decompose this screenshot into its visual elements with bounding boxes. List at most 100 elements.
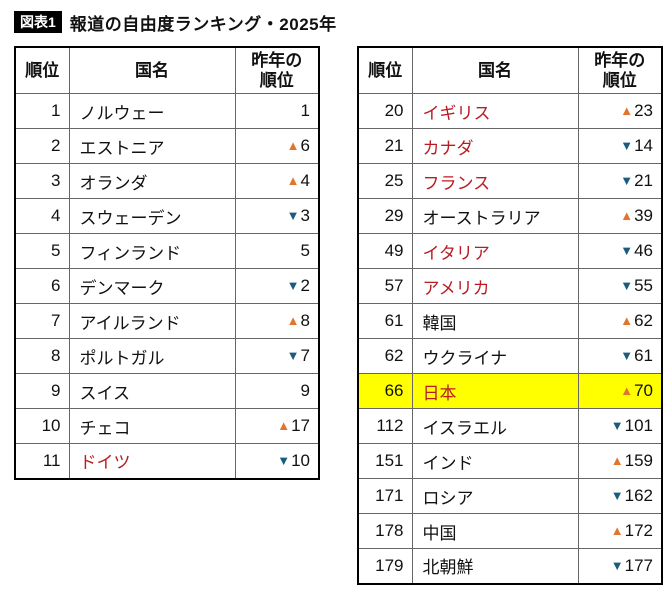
table-row: 151 インド ▲159 bbox=[357, 443, 663, 480]
rank-cell: 21 bbox=[357, 128, 413, 165]
table-row: 2 エストニア ▲6 bbox=[14, 128, 320, 165]
table-row: 66 日本 ▲70 bbox=[357, 373, 663, 410]
press-freedom-table-right: 順位 国名 昨年の 順位 20 イギリス ▲23 21 カナダ ▼14 25 フ… bbox=[357, 46, 663, 585]
prev-rank-value: 6 bbox=[300, 136, 310, 156]
rank-change-arrow-icon: ▲ bbox=[286, 173, 300, 189]
country-cell: アメリカ bbox=[411, 268, 579, 305]
table-row: 9 スイス 9 bbox=[14, 373, 320, 410]
prev-rank-value: 17 bbox=[291, 416, 310, 436]
press-freedom-table-left: 順位 国名 昨年の 順位 1 ノルウェー 1 2 エストニア ▲6 3 オランダ… bbox=[14, 46, 320, 480]
table-row: 10 チェコ ▲17 bbox=[14, 408, 320, 445]
col-header-country: 国名 bbox=[68, 46, 236, 95]
table-row: 21 カナダ ▼14 bbox=[357, 128, 663, 165]
rank-cell: 5 bbox=[14, 233, 70, 270]
prev-rank-value: 177 bbox=[624, 555, 653, 575]
prev-rank-value: 4 bbox=[300, 171, 310, 191]
table-row: 29 オーストラリア ▲39 bbox=[357, 198, 663, 235]
table-row: 11 ドイツ ▼10 bbox=[14, 443, 320, 480]
rank-cell: 25 bbox=[357, 163, 413, 200]
prev-rank-cell: ▲4 bbox=[234, 163, 320, 200]
rank-cell: 20 bbox=[357, 93, 413, 130]
table-row: 25 フランス ▼21 bbox=[357, 163, 663, 200]
rank-cell: 57 bbox=[357, 268, 413, 305]
country-cell: スイス bbox=[68, 373, 236, 410]
figure-badge: 図表1 bbox=[14, 11, 62, 33]
rank-cell: 112 bbox=[357, 408, 413, 445]
country-cell: エストニア bbox=[68, 128, 236, 165]
rank-change-arrow-icon: ▼ bbox=[610, 488, 624, 504]
prev-rank-cell: ▲70 bbox=[577, 373, 663, 410]
prev-rank-value: 3 bbox=[300, 206, 310, 226]
prev-rank-cell: ▲17 bbox=[234, 408, 320, 445]
country-cell: ドイツ bbox=[68, 443, 236, 480]
table-row: 3 オランダ ▲4 bbox=[14, 163, 320, 200]
col-header-country: 国名 bbox=[411, 46, 579, 95]
table-row: 112 イスラエル ▼101 bbox=[357, 408, 663, 445]
table-row: 49 イタリア ▼46 bbox=[357, 233, 663, 270]
table-row: 8 ポルトガル ▼7 bbox=[14, 338, 320, 375]
country-cell: ウクライナ bbox=[411, 338, 579, 375]
country-cell: インド bbox=[411, 443, 579, 480]
rank-cell: 151 bbox=[357, 443, 413, 480]
rank-cell: 62 bbox=[357, 338, 413, 375]
rank-change-arrow-icon: ▼ bbox=[620, 173, 634, 189]
country-cell: ポルトガル bbox=[68, 338, 236, 375]
rank-change-arrow-icon: ▲ bbox=[610, 523, 624, 539]
rank-cell: 3 bbox=[14, 163, 70, 200]
figure-title: 報道の自由度ランキング・2025年 bbox=[69, 14, 337, 34]
figure-header: 図表1 報道の自由度ランキング・2025年 bbox=[14, 8, 670, 36]
rank-change-arrow-icon: ▼ bbox=[286, 348, 300, 364]
country-cell: チェコ bbox=[68, 408, 236, 445]
prev-rank-value: 2 bbox=[300, 276, 310, 296]
prev-rank-cell: 9 bbox=[234, 373, 320, 410]
rank-cell: 178 bbox=[357, 513, 413, 550]
table-body-left: 1 ノルウェー 1 2 エストニア ▲6 3 オランダ ▲4 4 スウェーデン … bbox=[14, 93, 320, 480]
col-header-prev-rank: 昨年の 順位 bbox=[234, 46, 320, 95]
prev-rank-value: 5 bbox=[300, 241, 310, 261]
rank-change-arrow-icon: ▼ bbox=[277, 452, 291, 468]
prev-rank-cell: ▼7 bbox=[234, 338, 320, 375]
col-header-rank: 順位 bbox=[357, 46, 413, 95]
rank-cell: 10 bbox=[14, 408, 70, 445]
rank-cell: 49 bbox=[357, 233, 413, 270]
rank-change-arrow-icon: ▼ bbox=[610, 418, 624, 434]
prev-rank-value: 7 bbox=[300, 346, 310, 366]
table-row: 61 韓国 ▲62 bbox=[357, 303, 663, 340]
prev-rank-value: 70 bbox=[634, 381, 653, 401]
rank-cell: 4 bbox=[14, 198, 70, 235]
prev-rank-value: 9 bbox=[300, 381, 310, 401]
rank-change-arrow-icon: ▼ bbox=[286, 208, 300, 224]
prev-rank-cell: ▼3 bbox=[234, 198, 320, 235]
table-row: 178 中国 ▲172 bbox=[357, 513, 663, 550]
rank-cell: 11 bbox=[14, 443, 70, 480]
country-cell: デンマーク bbox=[68, 268, 236, 305]
prev-rank-cell: ▼61 bbox=[577, 338, 663, 375]
prev-rank-cell: ▲23 bbox=[577, 93, 663, 130]
prev-rank-cell: 1 bbox=[234, 93, 320, 130]
prev-rank-cell: ▼101 bbox=[577, 408, 663, 445]
prev-rank-cell: ▼55 bbox=[577, 268, 663, 305]
rank-change-arrow-icon: ▼ bbox=[620, 348, 634, 364]
prev-rank-cell: ▼14 bbox=[577, 128, 663, 165]
rank-cell: 1 bbox=[14, 93, 70, 130]
country-cell: 中国 bbox=[411, 513, 579, 550]
prev-rank-cell: ▲8 bbox=[234, 303, 320, 340]
country-cell: 日本 bbox=[411, 373, 579, 410]
prev-rank-value: 62 bbox=[634, 311, 653, 331]
prev-rank-cell: ▲62 bbox=[577, 303, 663, 340]
prev-rank-value: 159 bbox=[624, 451, 653, 471]
prev-rank-value: 55 bbox=[634, 276, 653, 296]
prev-rank-value: 23 bbox=[634, 101, 653, 121]
table-row: 57 アメリカ ▼55 bbox=[357, 268, 663, 305]
rank-cell: 29 bbox=[357, 198, 413, 235]
prev-rank-value: 1 bbox=[300, 101, 310, 121]
table-body-right: 20 イギリス ▲23 21 カナダ ▼14 25 フランス ▼21 29 オー… bbox=[357, 93, 663, 585]
rank-change-arrow-icon: ▼ bbox=[620, 138, 634, 154]
country-cell: 北朝鮮 bbox=[411, 548, 579, 585]
rank-change-arrow-icon: ▲ bbox=[286, 138, 300, 154]
prev-rank-cell: ▼2 bbox=[234, 268, 320, 305]
prev-rank-cell: ▲39 bbox=[577, 198, 663, 235]
prev-rank-cell: ▼46 bbox=[577, 233, 663, 270]
rank-change-arrow-icon: ▲ bbox=[286, 313, 300, 329]
table-row: 5 フィンランド 5 bbox=[14, 233, 320, 270]
